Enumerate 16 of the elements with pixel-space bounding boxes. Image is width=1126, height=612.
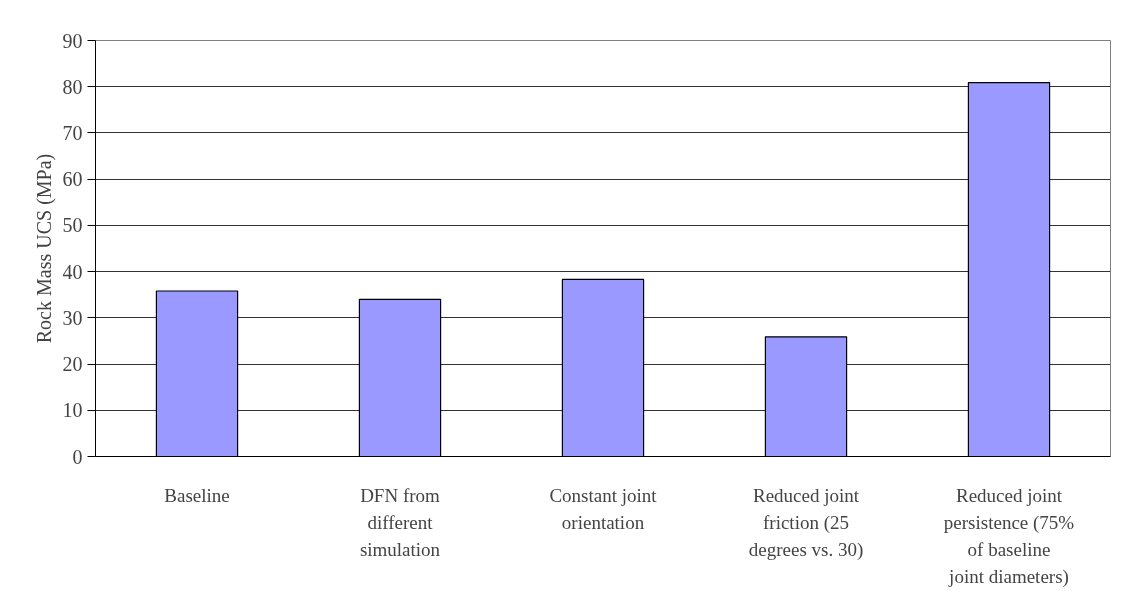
y-tick-label: 70 [62,121,83,144]
y-tick-label: 30 [62,306,83,329]
y-tick-label: 80 [62,75,83,98]
y-tick-label: 0 [72,445,83,468]
x-tick-label: Constant joint orientation [549,484,658,533]
y-tick-label: 20 [62,353,83,376]
x-tick-label: Reduced joint friction (25 degrees vs. 30) [748,484,864,562]
x-tick-label: Baseline [164,484,230,506]
y-axis-title: Rock Mass UCS (MPa) [32,153,56,344]
x-tick-label: DFN from different simulation [359,484,441,561]
y-tick-label: 60 [62,168,83,191]
y-tick-label: 50 [62,214,83,237]
y-tick-label: 40 [62,260,83,283]
y-tick-label: 10 [62,399,83,422]
x-tick-label: Reduced joint persistence (75% of baseline joint diameters) [943,484,1075,589]
y-tick-label: 90 [62,29,83,52]
